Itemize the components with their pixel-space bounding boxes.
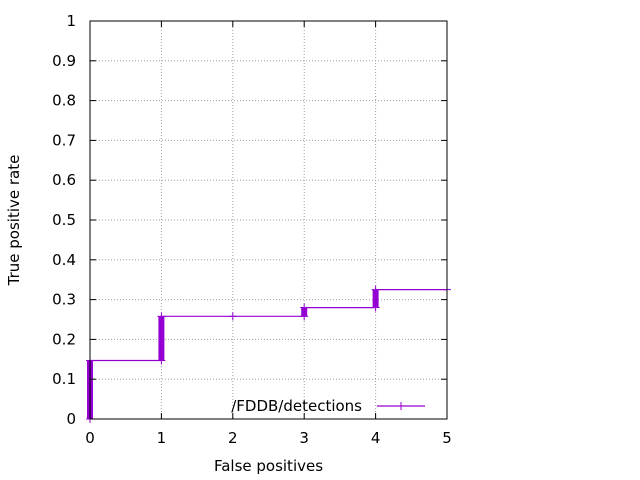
y-tick-label: 1 <box>66 12 76 30</box>
x-tick-label: 5 <box>442 429 452 447</box>
grid-lines <box>90 21 447 419</box>
data-point-marker <box>157 356 166 365</box>
data-point-marker <box>157 312 166 321</box>
y-tick-label: 0 <box>66 410 76 428</box>
y-tick-label: 0.9 <box>52 52 76 70</box>
axis-ticks: 0 1 2 3 4 5 0 0.1 0.2 0.3 0.4 0.5 0.6 0.7 0.8 0.9 1 <box>52 12 452 447</box>
y-tick-label: 0.2 <box>52 330 76 348</box>
x-tick-label: 3 <box>299 429 309 447</box>
y-tick-label: 0.7 <box>52 131 76 149</box>
y-tick-label: 0.6 <box>52 171 76 189</box>
x-axis-label: False positives <box>214 457 323 475</box>
data-point-marker <box>371 285 380 294</box>
y-tick-label: 0.3 <box>52 291 76 309</box>
data-point-marker <box>300 303 309 312</box>
x-tick-label: 2 <box>228 429 238 447</box>
x-tick-label: 1 <box>157 429 167 447</box>
data-point-marker <box>228 312 237 321</box>
y-tick-label: 0.4 <box>52 251 76 269</box>
y-tick-label: 0.5 <box>52 211 76 229</box>
legend-label-fddb-detections: /FDDB/detections <box>231 397 362 415</box>
y-axis-label: True positive rate <box>5 155 23 287</box>
legend: /FDDB/detections <box>231 397 425 415</box>
y-tick-label: 0.8 <box>52 92 76 110</box>
data-point-marker <box>300 312 309 321</box>
x-tick-label: 0 <box>85 429 95 447</box>
data-point-marker <box>371 303 380 312</box>
y-tick-label: 0.1 <box>52 370 76 388</box>
x-tick-label: 4 <box>371 429 381 447</box>
